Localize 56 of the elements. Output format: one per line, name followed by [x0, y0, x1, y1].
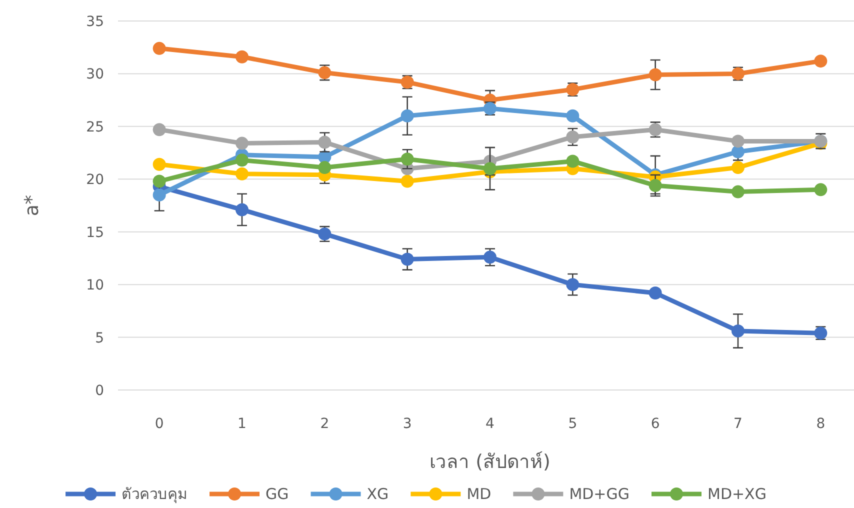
point: [400, 252, 414, 266]
point: [318, 136, 332, 149]
x-axis-title: เวลา (สัปดาห์): [430, 451, 550, 473]
x-tick-label: 0: [154, 416, 164, 432]
point: [236, 154, 248, 167]
x-tick-label: 2: [320, 416, 330, 432]
legend-label: MD+XG: [708, 485, 766, 503]
point: [152, 123, 166, 136]
x-tick-label: 3: [402, 416, 412, 432]
legend-label: GG: [266, 485, 289, 503]
point: [648, 286, 662, 300]
point: [732, 134, 744, 148]
point: [484, 250, 496, 264]
point: [400, 109, 414, 122]
x-tick-label: 6: [650, 416, 660, 432]
y-axis-title: a*: [21, 194, 43, 216]
y-tick-label: 25: [86, 119, 104, 136]
point: [318, 161, 332, 174]
point: [236, 203, 248, 216]
y-tick-label: 5: [95, 330, 104, 346]
point: [400, 152, 414, 166]
point: [732, 324, 744, 338]
point: [152, 158, 166, 171]
point: [236, 50, 248, 64]
point: [566, 278, 580, 292]
y-tick-label: 30: [86, 66, 104, 83]
point: [152, 174, 166, 188]
point: [484, 162, 496, 176]
legend-label: XG: [366, 485, 389, 503]
point: [236, 136, 248, 150]
legend-label: ตัวควบคุม: [122, 485, 188, 504]
point: [152, 188, 166, 202]
x-tick-label: 5: [568, 416, 578, 432]
point: [648, 68, 662, 82]
point: [566, 130, 580, 144]
point: [566, 109, 580, 122]
point: [814, 54, 828, 68]
x-tick-label: 8: [816, 416, 826, 432]
y-tick-label: 15: [86, 224, 104, 241]
point: [400, 174, 414, 188]
x-tick-label: 7: [734, 416, 742, 432]
point: [236, 167, 248, 180]
point: [732, 185, 744, 198]
x-tick-label: 1: [238, 416, 246, 432]
y-tick-label: 35: [86, 14, 104, 30]
y-tick-label: 0: [95, 383, 104, 399]
point: [814, 183, 828, 196]
point: [566, 154, 580, 168]
y-tick-label: 10: [86, 278, 104, 294]
legend-label: MD+GG: [569, 485, 630, 503]
point: [732, 161, 744, 174]
point: [152, 42, 166, 55]
point: [648, 178, 662, 192]
legend-label: MD: [466, 485, 492, 503]
x-tick-label: 4: [486, 416, 495, 432]
y-tick-label: 20: [86, 172, 104, 188]
